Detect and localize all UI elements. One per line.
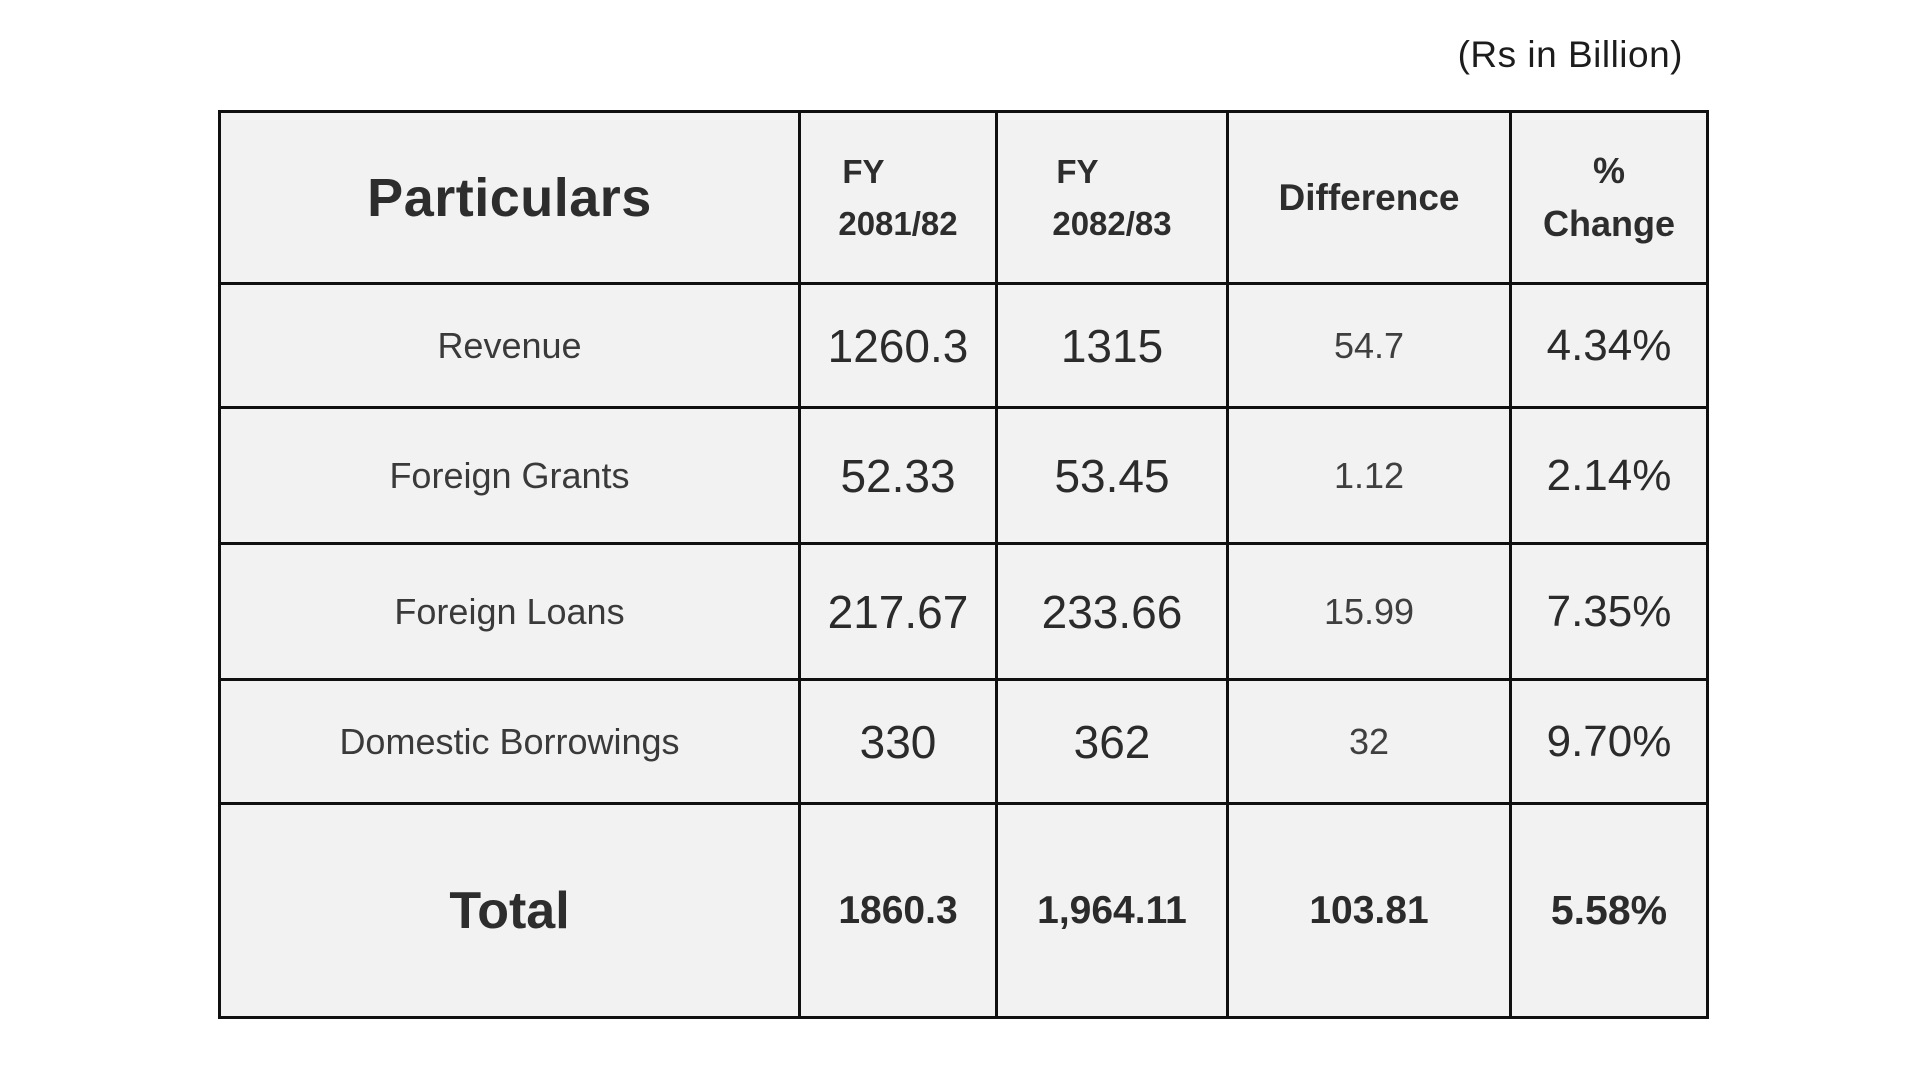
fy1-value: 52.33 (798, 406, 998, 545)
fy2-value: 53.45 (995, 406, 1229, 545)
col-header-fy-2082-83: FY 2082/83 (995, 110, 1229, 285)
total-fy1-value: 1860.3 (798, 802, 998, 1019)
fy2-value: 233.66 (995, 542, 1229, 681)
row-label: Revenue (218, 282, 801, 409)
row-label: Foreign Loans (218, 542, 801, 681)
diff-value: 1.12 (1226, 406, 1512, 545)
col-header-difference: Difference (1226, 110, 1512, 285)
fy-2082-83-label: FY 2082/83 (1052, 153, 1172, 242)
diff-value: 15.99 (1226, 542, 1512, 681)
fy2-value: 362 (995, 678, 1229, 805)
fy1-value: 217.67 (798, 542, 998, 681)
table-row-revenue: Revenue 1260.3 1315 54.7 4.34% (218, 282, 1709, 409)
fiscal-summary-table: Particulars FY 2081/82 FY 2082/83 Differ… (218, 110, 1709, 1019)
total-fy2-value: 1,964.11 (995, 802, 1229, 1019)
fy-2081-82-label: FY 2081/82 (838, 153, 958, 242)
row-label: Foreign Grants (218, 406, 801, 545)
col-header-pct-change: % Change (1509, 110, 1709, 285)
table-header-row: Particulars FY 2081/82 FY 2082/83 Differ… (218, 110, 1709, 285)
row-label: Domestic Borrowings (218, 678, 801, 805)
pct-value: 2.14% (1509, 406, 1709, 545)
table-row-domestic-borrowings: Domestic Borrowings 330 362 32 9.70% (218, 678, 1709, 805)
fy1-value: 330 (798, 678, 998, 805)
diff-value: 54.7 (1226, 282, 1512, 409)
pct-value: 7.35% (1509, 542, 1709, 681)
fy1-value: 1260.3 (798, 282, 998, 409)
total-label: Total (218, 802, 801, 1019)
total-diff-value: 103.81 (1226, 802, 1512, 1019)
pct-value: 4.34% (1509, 282, 1709, 409)
table-row-foreign-loans: Foreign Loans 217.67 233.66 15.99 7.35% (218, 542, 1709, 681)
diff-value: 32 (1226, 678, 1512, 805)
table-row-foreign-grants: Foreign Grants 52.33 53.45 1.12 2.14% (218, 406, 1709, 545)
col-header-particulars: Particulars (218, 110, 801, 285)
pct-value: 9.70% (1509, 678, 1709, 805)
units-note: (Rs in Billion) (1457, 34, 1683, 75)
col-header-fy-2081-82: FY 2081/82 (798, 110, 998, 285)
fy2-value: 1315 (995, 282, 1229, 409)
table-row-total: Total 1860.3 1,964.11 103.81 5.58% (218, 802, 1709, 1019)
total-pct-value: 5.58% (1509, 802, 1709, 1019)
